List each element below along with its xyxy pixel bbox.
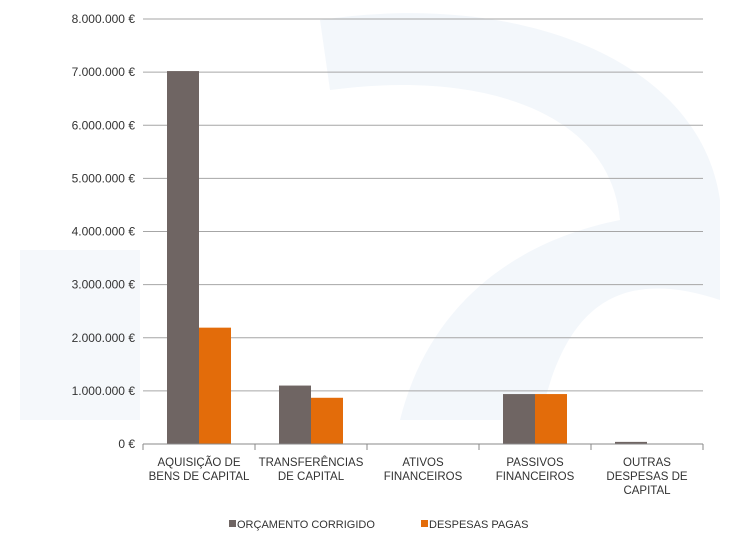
legend: ORÇAMENTO CORRIGIDO DESPESAS PAGAS <box>229 519 528 531</box>
y-axis-ticks: 0 € 1.000.000 € 2.000.000 € 3.000.000 € 4.00… <box>72 12 136 451</box>
x-category-label: PASSIVOS FINANCEIROS <box>496 457 575 483</box>
legend-swatch <box>229 520 236 527</box>
y-tick-label: 5.000.000 € <box>72 171 136 185</box>
bars-group <box>167 71 647 444</box>
y-tick-label: 3.000.000 € <box>72 278 136 292</box>
legend-label: ORÇAMENTO CORRIGIDO <box>237 519 375 531</box>
x-category-label: ATIVOS FINANCEIROS <box>384 457 463 483</box>
x-category-label: OUTRAS DESPESAS DE CAPITAL <box>606 457 687 497</box>
y-tick-label: 2.000.000 € <box>72 331 136 345</box>
y-tick-label: 7.000.000 € <box>72 65 136 79</box>
x-category-label: AQUISIÇÃO DE BENS DE CAPITAL <box>149 456 250 483</box>
y-tick-label: 6.000.000 € <box>72 118 136 132</box>
bar-orcamento-corrigido <box>279 385 311 444</box>
bar-despesas-pagas <box>311 397 343 444</box>
y-tick-label: 8.000.000 € <box>72 12 136 26</box>
x-axis-labels: AQUISIÇÃO DE BENS DE CAPITAL TRANSFERÊNCIA… <box>149 456 688 497</box>
bar-orcamento-corrigido <box>615 441 647 444</box>
bar-despesas-pagas <box>199 327 231 444</box>
y-tick-label: 4.000.000 € <box>72 225 136 239</box>
x-axis <box>142 443 704 450</box>
legend-label: DESPESAS PAGAS <box>429 519 528 531</box>
grid-lines <box>143 18 703 392</box>
bar-despesas-pagas <box>535 394 567 444</box>
bar-orcamento-corrigido <box>503 394 535 444</box>
background-watermark <box>20 13 720 420</box>
y-tick-label: 0 € <box>118 437 135 451</box>
x-category-label: TRANSFERÊNCIAS DE CAPITAL <box>259 456 364 483</box>
y-tick-label: 1.000.000 € <box>72 384 136 398</box>
bar-orcamento-corrigido <box>167 71 199 444</box>
legend-swatch <box>421 520 428 527</box>
